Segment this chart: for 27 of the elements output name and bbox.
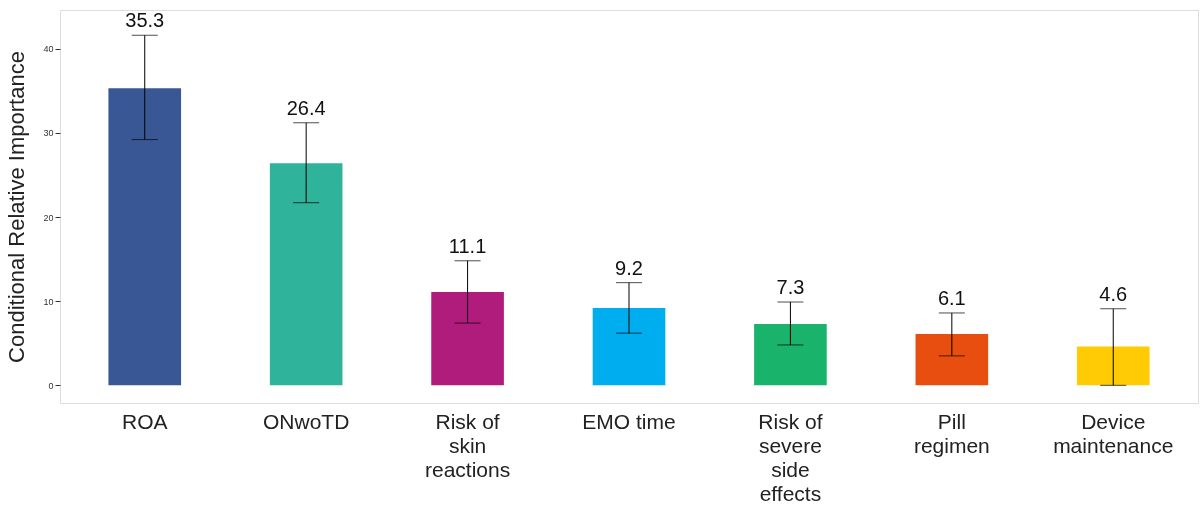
bar [108,88,182,386]
x-tick-label: Risk of severe side effects [758,409,823,505]
x-tick-label: Device maintenance [1053,409,1174,457]
bar [592,307,666,386]
bar [915,333,989,386]
bar [269,163,343,386]
y-axis-title: Conditional Relative Importance [4,51,30,363]
data-label: 11.1 [448,234,487,257]
x-tick-label: ROA [121,409,168,433]
bar [431,291,504,386]
data-label: 35.3 [125,9,165,32]
x-tick-label: EMO time [582,409,676,433]
data-label: 7.3 [776,276,805,299]
y-tick-label: 20 [43,212,54,223]
x-tick-label: Pill regimen [913,409,990,457]
y-tick-label: 40 [43,44,54,55]
y-tick-label: 0 [48,380,54,391]
data-label: 26.4 [286,96,326,119]
bar [1076,346,1150,386]
data-label: 4.6 [1099,282,1128,305]
data-label: 9.2 [615,256,643,279]
y-tick-label: 10 [43,296,54,307]
x-tick-label: ONwoTD [262,409,350,433]
data-label: 6.1 [937,286,966,309]
bar [754,323,827,386]
x-tick-label: Risk of skin reactions [424,409,511,481]
y-tick-label: 30 [43,128,54,139]
